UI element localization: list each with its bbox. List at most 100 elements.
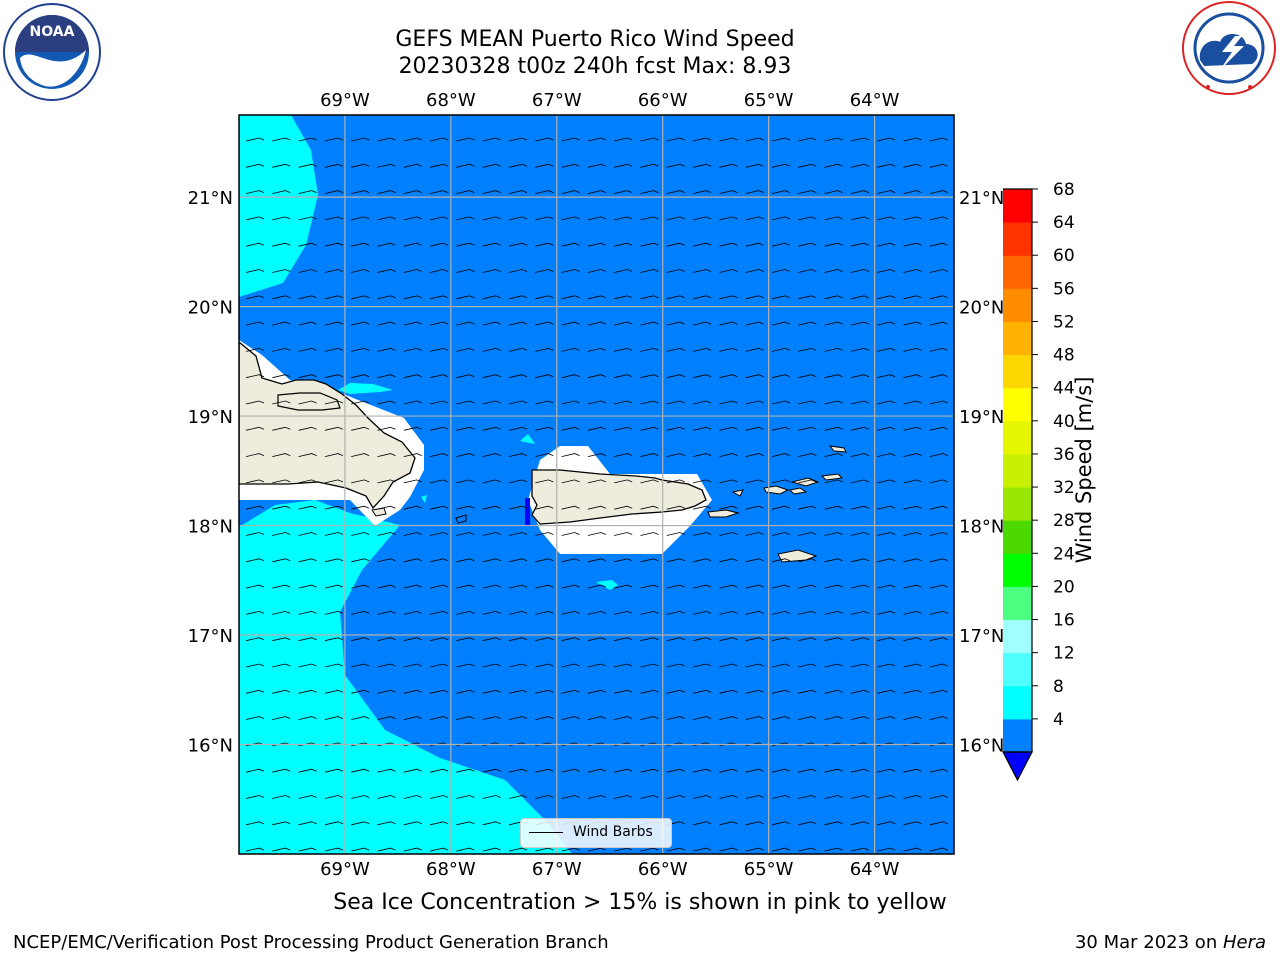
wind-barb — [798, 768, 817, 773]
wind-barb — [798, 847, 817, 852]
wind-barb — [430, 347, 449, 352]
wind-barb — [956, 138, 974, 141]
wind-barb — [929, 295, 948, 300]
wind-barb — [430, 821, 449, 826]
wind-barb — [298, 558, 317, 563]
wind-barb — [903, 426, 922, 431]
wind-barb — [430, 374, 449, 379]
wind-barb — [903, 584, 922, 589]
wind-barb — [403, 242, 422, 247]
wind-barb — [272, 321, 291, 326]
wind-barb — [640, 321, 659, 326]
wind-barb — [614, 584, 633, 589]
lat-label-left: 20°N — [188, 298, 233, 319]
wind-barb — [850, 163, 870, 168]
wind-barb — [824, 190, 843, 194]
wind-barb — [456, 269, 475, 273]
wind-barb — [719, 821, 738, 826]
wind-barb — [403, 821, 422, 826]
wind-barb — [929, 558, 948, 563]
wind-barb — [535, 137, 554, 142]
wind-barb — [850, 347, 870, 352]
wind-barb — [351, 374, 370, 379]
wind-barb — [903, 321, 922, 326]
wind-barb — [745, 453, 764, 457]
wind-barb — [640, 453, 659, 457]
chart-title: GEFS MEAN Puerto Rico Wind Speed — [395, 27, 795, 52]
wind-barb — [745, 768, 764, 773]
wind-barb — [456, 137, 475, 142]
st-croix-land — [777, 549, 818, 563]
wind-barb — [272, 795, 291, 799]
wind-barb — [877, 295, 896, 300]
nws-logo — [1182, 1, 1276, 95]
wind-barb — [850, 637, 870, 642]
wind-barb — [482, 532, 501, 536]
wind-barb — [850, 479, 870, 484]
wind-barb — [719, 584, 738, 589]
wind-barb — [798, 637, 817, 642]
wind-barb — [430, 847, 449, 852]
wind-barb — [535, 190, 554, 194]
wind-barb — [666, 663, 685, 668]
wind-barb — [561, 795, 580, 799]
wind-barb — [824, 479, 843, 484]
wind-barb — [272, 716, 291, 720]
wind-barb — [430, 269, 449, 273]
wind-barb — [456, 505, 475, 510]
wind-barb — [614, 400, 633, 405]
wind-barb — [561, 400, 580, 405]
wind-barb — [430, 295, 449, 300]
wind-barb — [351, 637, 370, 642]
wind-barb — [614, 847, 633, 852]
wind-barb — [377, 637, 396, 642]
wind-barb — [850, 768, 870, 773]
ocean-patch — [338, 383, 393, 394]
wind-barb — [877, 663, 896, 668]
noaa-logo-text: NOAA — [30, 24, 75, 40]
wind-barb — [771, 821, 791, 826]
wind-barb — [798, 242, 817, 247]
wind-barb — [850, 321, 870, 326]
wind-barb — [614, 374, 633, 379]
wind-barb — [693, 269, 712, 273]
wind-barb — [719, 137, 738, 142]
wind-barb — [877, 584, 896, 589]
wind-barb — [430, 216, 449, 221]
wind-barb — [798, 716, 817, 720]
wind-barb — [771, 242, 791, 247]
wind-barb — [956, 585, 974, 588]
wind-barb — [482, 610, 501, 615]
wind-barb — [482, 216, 501, 221]
wind-barb — [877, 610, 896, 615]
wind-barb — [430, 426, 449, 431]
wind-barb — [693, 374, 712, 379]
wind-barb — [535, 479, 554, 484]
wind-barb — [482, 584, 501, 589]
wind-barb — [508, 242, 528, 247]
wind-barb — [272, 242, 291, 247]
wind-barb — [403, 374, 422, 379]
wind-barb — [587, 347, 607, 352]
wind-barb — [403, 795, 422, 799]
wind-barb — [535, 584, 554, 589]
wind-barb — [351, 347, 370, 352]
wind-barb — [903, 558, 922, 563]
wind-barb — [535, 163, 554, 168]
wind-barb — [666, 269, 685, 273]
wind-barb — [456, 663, 475, 668]
wind-barb — [771, 847, 791, 852]
wind-barb — [508, 795, 528, 799]
wind-barb — [929, 374, 948, 379]
wind-barb — [482, 505, 501, 510]
wind-barb — [587, 269, 607, 273]
wind-barb — [929, 453, 948, 457]
wind-barb — [666, 163, 685, 168]
colorbar-swatch — [1003, 586, 1032, 621]
wind-barb — [719, 163, 738, 168]
wind-barb — [508, 269, 528, 273]
wind-barb — [456, 558, 475, 563]
wind-barb — [614, 453, 633, 457]
wind-barb — [324, 295, 344, 300]
wind-barb — [877, 269, 896, 273]
